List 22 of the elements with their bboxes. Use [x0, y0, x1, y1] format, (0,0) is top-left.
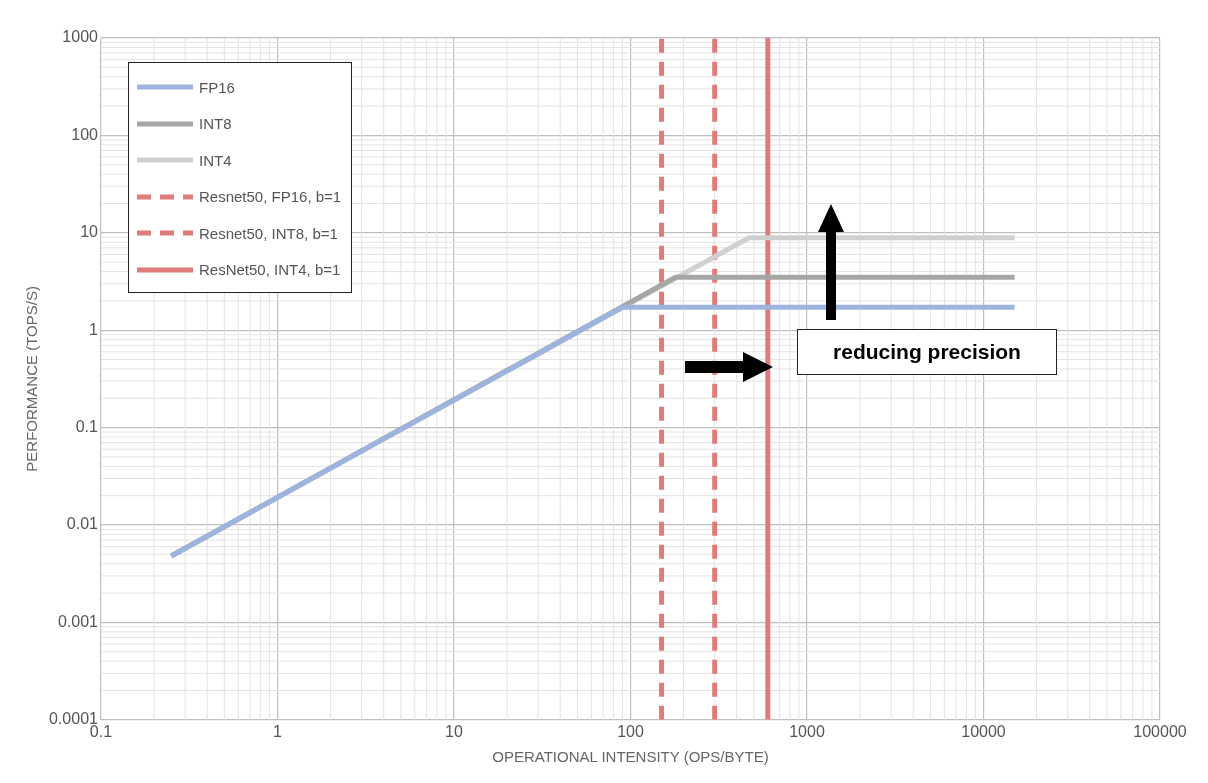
y-tick-label: 10: [80, 223, 99, 241]
y-tick-label: 0.001: [57, 612, 99, 630]
x-tick-label: 10000: [961, 722, 1006, 740]
x-tick-label: 100: [617, 722, 644, 740]
x-tick-label: 1000: [789, 722, 825, 740]
label-box: reducing precision: [797, 329, 1057, 375]
x-axis-title: OPERATIONAL INTENSITY (OPS/BYTE): [492, 748, 769, 766]
legend-label: ResNet50, INT4, b=1: [199, 261, 341, 279]
x-tick-label: 1: [272, 722, 282, 740]
y-tick-label: 1000: [62, 28, 99, 46]
x-tick-label: 10: [445, 722, 463, 740]
legend-label: Resnet50, FP16, b=1: [199, 188, 342, 206]
legend-label: Resnet50, INT8, b=1: [199, 224, 338, 242]
y-tick-label: 1: [89, 320, 99, 338]
x-tick-label: 100000: [1133, 722, 1187, 740]
y-tick-label: 100: [71, 125, 99, 143]
y-tick-label: 0.1: [75, 418, 99, 436]
legend-label: FP16: [199, 78, 235, 96]
y-tick-label: 0.01: [66, 515, 99, 533]
legend-label: INT8: [199, 115, 232, 133]
legend-label: INT4: [199, 151, 232, 169]
y-axis-title: PERFORMANCE (TOPS/S): [23, 286, 41, 472]
